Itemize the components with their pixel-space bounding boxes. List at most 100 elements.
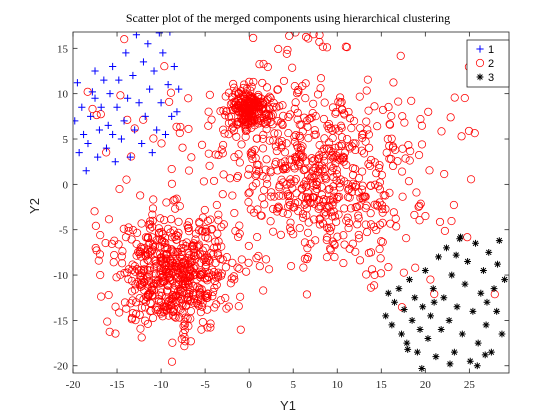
series-2-point [437, 127, 446, 136]
series-2-point [241, 89, 250, 98]
series-2-point [134, 247, 143, 257]
series-2-point [202, 274, 211, 283]
series-2-point [385, 120, 394, 129]
series-2-point [385, 120, 395, 129]
series-2-point [145, 263, 155, 272]
series-2-point [366, 209, 375, 218]
series-2-point [128, 226, 138, 235]
series-2-point [197, 325, 206, 334]
series-2-point [296, 133, 305, 142]
series-3-point [429, 285, 437, 293]
series-2-point [183, 253, 192, 263]
series-2-point [242, 267, 251, 276]
series-1-point [94, 153, 102, 161]
series-2-point [214, 210, 223, 219]
series-2-point [175, 284, 184, 293]
series-2-point [328, 237, 337, 246]
y-tick-label: -20 [53, 361, 68, 373]
series-2-point [177, 269, 187, 279]
series-2-point [303, 188, 312, 197]
series-2-point [356, 124, 365, 133]
series-1-point [131, 126, 139, 134]
series-2-point [387, 154, 396, 164]
series-2-point [178, 143, 187, 152]
series-2-point [307, 198, 316, 207]
series-2-point [397, 303, 407, 312]
series-2-point [169, 264, 179, 273]
series-1-point [95, 126, 104, 134]
series-2-point [295, 223, 304, 233]
series-2-point [232, 173, 242, 182]
series-2-point [266, 217, 275, 226]
series-2-point [250, 116, 259, 125]
legend-label-1: 1 [488, 44, 494, 56]
series-1-point [139, 58, 148, 66]
series-3-point [432, 353, 440, 361]
x-tick-label: 5 [290, 379, 296, 391]
series-2-point [255, 60, 264, 69]
series-2-point [291, 131, 300, 140]
series-2-point [260, 200, 269, 209]
series-2-point [322, 144, 331, 153]
series-2-point [92, 110, 101, 120]
series-2-point [389, 78, 398, 87]
series-2-point [143, 319, 152, 329]
series-2-point [416, 114, 425, 124]
series-2-point [222, 253, 231, 262]
series-2-point [325, 244, 335, 253]
series-2-point [333, 232, 342, 241]
series-2-point [245, 188, 254, 197]
series-2-point [321, 175, 330, 184]
series-2-point [405, 156, 414, 165]
series-2-point [270, 192, 279, 201]
series-2-point [261, 255, 271, 264]
y-tick-label: -10 [53, 270, 68, 282]
series-2-point [200, 254, 209, 263]
series-2-point [301, 164, 310, 173]
series-2-point [122, 304, 131, 313]
series-2-point [219, 220, 228, 229]
series-2-point [228, 191, 237, 200]
series-2-point [149, 281, 158, 290]
series-2-point [166, 304, 175, 314]
series-2-point [154, 229, 163, 238]
series-2-point [303, 252, 313, 261]
series-2-point [123, 115, 132, 124]
series-2-point [271, 160, 280, 169]
series-3-point [413, 348, 421, 356]
series-3-point [440, 294, 448, 302]
series-2-point [118, 247, 127, 256]
series-3-point [480, 267, 487, 274]
series-1-point [124, 94, 132, 102]
series-2-point [374, 182, 383, 191]
series-2-point [205, 90, 214, 99]
series-2-point [216, 107, 225, 116]
series-2-point [259, 186, 269, 195]
series-2-point [254, 251, 263, 261]
series-2-point [333, 192, 342, 202]
series-2-point [266, 192, 275, 201]
series-2-point [258, 144, 268, 153]
series-2-point [331, 107, 341, 117]
series-2-point [119, 224, 128, 233]
series-2-point [426, 275, 435, 284]
series-2-point [367, 265, 377, 274]
series-3-point [448, 271, 456, 279]
series-2-point [96, 231, 105, 240]
series-2-point [388, 142, 398, 151]
series-3-point [450, 348, 458, 356]
series-1-point [135, 99, 143, 107]
series-2-point [411, 263, 420, 272]
series-2-point [315, 154, 324, 163]
series-2-point [286, 175, 295, 184]
series-2-point [104, 215, 114, 224]
series-2-point [361, 220, 370, 229]
series-2-point [254, 119, 263, 128]
series-3-point [490, 285, 498, 293]
series-2-point [229, 272, 238, 281]
series-2-point [304, 218, 313, 227]
y-tick-label: 5 [63, 134, 69, 146]
series-2-point [157, 253, 166, 262]
series-2-point [149, 195, 158, 204]
series-2-point [328, 151, 337, 160]
